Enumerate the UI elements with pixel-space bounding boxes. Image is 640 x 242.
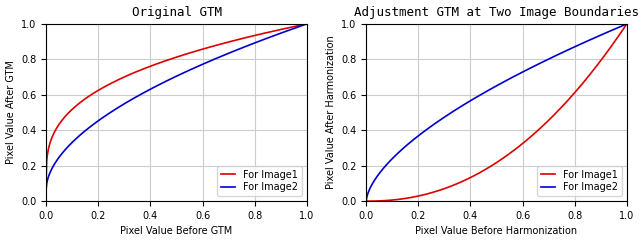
Line: For Image2: For Image2 <box>46 24 307 189</box>
For Image2 <box>362 200 370 203</box>
For Image1 <box>617 32 625 35</box>
For Image1 <box>184 52 191 55</box>
For Image1 <box>42 177 50 180</box>
For Image2 <box>617 25 625 28</box>
For Image1 <box>486 165 494 168</box>
For Image1 <box>198 48 205 51</box>
For Image1 <box>166 58 174 61</box>
For Image2 <box>256 39 264 42</box>
For Image2 <box>184 70 191 73</box>
For Image1 <box>518 143 525 146</box>
For Image2 <box>488 87 495 90</box>
X-axis label: Pixel Value Before GTM: Pixel Value Before GTM <box>120 227 232 236</box>
For Image2 <box>504 79 511 82</box>
Title: Original GTM: Original GTM <box>131 6 221 19</box>
For Image1 <box>576 85 584 88</box>
Line: For Image1: For Image1 <box>366 24 627 201</box>
For Image2 <box>623 23 630 25</box>
Legend: For Image1, For Image2: For Image1, For Image2 <box>217 166 302 196</box>
For Image2 <box>42 187 50 190</box>
For Image2 <box>198 63 205 66</box>
Title: Adjustment GTM at Two Image Boundaries: Adjustment GTM at Two Image Boundaries <box>354 6 639 19</box>
For Image1 <box>488 164 495 167</box>
Y-axis label: Pixel Value After GTM: Pixel Value After GTM <box>6 60 15 165</box>
For Image1 <box>303 23 310 25</box>
For Image2 <box>166 78 174 81</box>
For Image2 <box>576 43 584 46</box>
For Image2 <box>303 23 310 25</box>
For Image1 <box>504 154 511 157</box>
For Image2 <box>168 77 175 80</box>
For Image1 <box>623 23 630 25</box>
Line: For Image1: For Image1 <box>46 24 307 178</box>
For Image2 <box>297 25 305 28</box>
Line: For Image2: For Image2 <box>366 24 627 201</box>
X-axis label: Pixel Value Before Harmonization: Pixel Value Before Harmonization <box>415 227 577 236</box>
For Image1 <box>362 200 370 203</box>
For Image2 <box>518 71 525 74</box>
For Image1 <box>256 33 264 36</box>
Y-axis label: Pixel Value After Harmonization: Pixel Value After Harmonization <box>326 36 335 189</box>
For Image1 <box>168 57 175 60</box>
Legend: For Image1, For Image2: For Image1, For Image2 <box>537 166 622 196</box>
For Image2 <box>486 88 494 91</box>
For Image1 <box>297 24 305 27</box>
